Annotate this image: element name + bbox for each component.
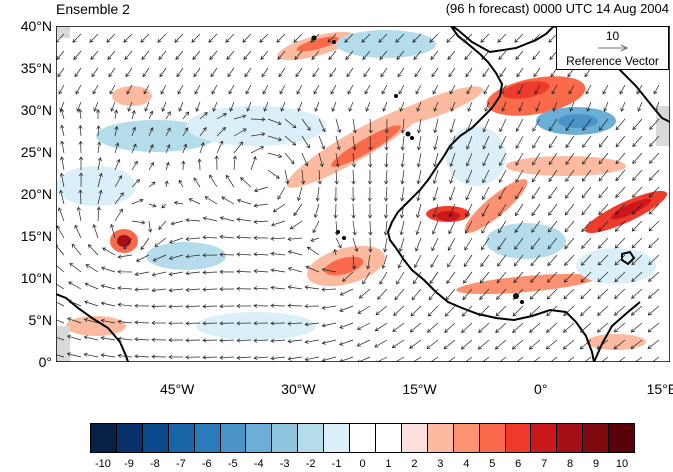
colorbar-tick-label: -8 (150, 458, 160, 470)
colorbar-tick-label: 0 (359, 458, 365, 470)
colorbar-tick-label: -9 (124, 458, 134, 470)
reference-vector-label: Reference Vector (557, 54, 668, 68)
colorbar-box (143, 424, 169, 452)
lat-tick-label: 40°N (0, 18, 52, 34)
wind-vector (152, 306, 166, 307)
colorbar-tick-label: -6 (202, 458, 212, 470)
colorbar-box (324, 424, 350, 452)
colorbar-tick-label: -1 (332, 458, 342, 470)
colorbar-box (221, 424, 247, 452)
colorbar-box (246, 424, 272, 452)
colorbar-tick-label: 6 (515, 458, 521, 470)
wind-vector (203, 340, 217, 341)
colorbar-tick-label: -10 (95, 458, 111, 470)
wind-vector (370, 221, 371, 235)
missing-data-region (56, 26, 70, 38)
colorbar-box (117, 424, 143, 452)
lat-tick-label: 30°N (0, 102, 52, 118)
colorbar-box (272, 424, 298, 452)
wind-vector (288, 306, 302, 307)
anomaly-region (436, 211, 460, 221)
colorbar-tick-label: 10 (616, 458, 628, 470)
anomaly-region (558, 114, 598, 128)
anomaly-wind-map (56, 26, 670, 362)
anomaly-region (506, 156, 626, 176)
colorbar-tick-label: 4 (463, 458, 469, 470)
anomaly-region (66, 316, 126, 336)
wind-vector (186, 323, 200, 324)
lat-tick-label: 35°N (0, 60, 52, 76)
wind-vector (220, 255, 234, 256)
wind-vector (183, 161, 184, 170)
colorbar-box (609, 424, 634, 452)
colorbar-box (298, 424, 324, 452)
colorbar-box (169, 424, 195, 452)
lon-tick-label: 0° (511, 381, 571, 397)
colorbar-box (376, 424, 402, 452)
colorbar-box (91, 424, 117, 452)
colorbar-box (350, 424, 376, 452)
colorbar-box (195, 424, 221, 452)
lon-tick-label: 30°W (268, 381, 328, 397)
wind-vector (271, 306, 285, 307)
anomaly-region (117, 235, 131, 247)
colorbar-box (531, 424, 557, 452)
anomaly-region (446, 126, 506, 186)
lat-tick-label: 5°N (0, 312, 52, 328)
lat-tick-label: 0° (0, 354, 52, 370)
anomaly-region (486, 223, 566, 259)
colorbar-tick-label: -7 (176, 458, 186, 470)
reference-vector-value: 10 (557, 29, 668, 43)
colorbar-box (428, 424, 454, 452)
panel-title: Ensemble 2 (56, 1, 130, 17)
anomaly-region (196, 312, 316, 340)
anomaly-region (112, 86, 152, 106)
wind-vector (251, 119, 265, 120)
lon-tick-label: 15°E (632, 381, 673, 397)
colorbar-tick-label: 9 (593, 458, 599, 470)
map-panel (56, 26, 670, 362)
colorbar-box (402, 424, 428, 452)
colorbar-tick-label: 1 (385, 458, 391, 470)
wind-vector (336, 204, 337, 218)
colorbar-tick-label: -2 (306, 458, 316, 470)
wind-vector (203, 323, 217, 324)
colorbar-box (506, 424, 532, 452)
colorbar-tick-label: 8 (567, 458, 573, 470)
reference-vector-legend: 10 Reference Vector (556, 26, 669, 70)
reference-arrow-icon (598, 44, 630, 52)
lat-tick-label: 25°N (0, 144, 52, 160)
wind-vector (200, 159, 201, 170)
lat-tick-label: 20°N (0, 186, 52, 202)
colorbar (90, 423, 635, 453)
colorbar-tick-label: -3 (280, 458, 290, 470)
anomaly-region (56, 166, 136, 206)
colorbar-box (557, 424, 583, 452)
colorbar-tick-label: -5 (228, 458, 238, 470)
lat-tick-label: 10°N (0, 270, 52, 286)
lon-tick-label: 15°W (390, 381, 450, 397)
lon-tick-label: 45°W (147, 381, 207, 397)
colorbar-tick-label: 7 (541, 458, 547, 470)
colorbar-tick-label: 5 (489, 458, 495, 470)
colorbar-tick-label: 3 (437, 458, 443, 470)
wind-vector (203, 306, 217, 307)
wind-vector (387, 136, 388, 150)
lat-tick-label: 15°N (0, 228, 52, 244)
colorbar-box (454, 424, 480, 452)
colorbar-tick-label: 2 (411, 458, 417, 470)
colorbar-tick-label: -4 (254, 458, 264, 470)
colorbar-box (480, 424, 506, 452)
forecast-time-title: (96 h forecast) 0000 UTC 14 Aug 2004 (446, 1, 669, 16)
colorbar-box (583, 424, 609, 452)
anomaly-region (186, 106, 326, 146)
